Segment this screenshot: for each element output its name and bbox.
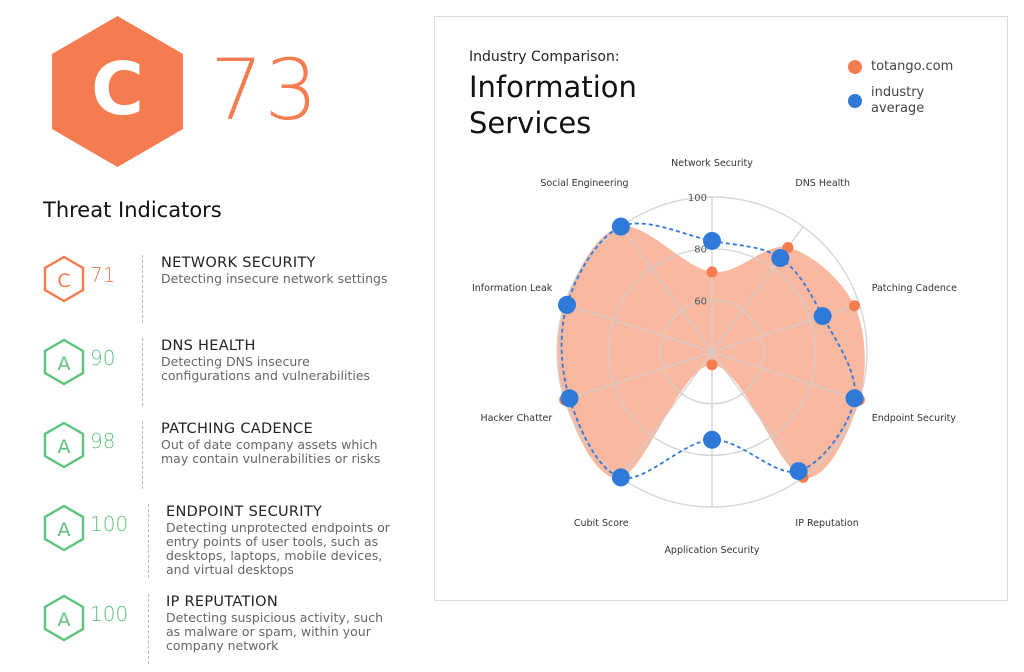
legend-label-line: average (871, 101, 925, 116)
radial-tick-label: 60 (694, 296, 707, 307)
axis-category-label: Endpoint Security (872, 413, 957, 424)
threat-indicator-item: A 90 DNS HEALTH Detecting DNS insecure confi… (43, 338, 403, 416)
threat-indicator-item: A 98 PATCHING CADENCE Out of date company a… (43, 421, 403, 499)
data-point-industry (789, 462, 808, 481)
radar-spoke (620, 226, 713, 353)
indicator-description: Detecting unprotected endpoints or entry … (166, 521, 390, 577)
indicator-divider (142, 421, 143, 489)
comparison-subtitle: Industry Comparison: (469, 49, 620, 65)
radial-tick-label: 80 (694, 245, 707, 256)
axis-category-label: Patching Cadence (872, 283, 957, 294)
radar-spoke (564, 351, 713, 401)
threat-indicator-item: A 100 ENDPOINT SECURITY Detecting unprotect… (43, 504, 403, 582)
grade-hexagon-icon: C (43, 255, 85, 303)
indicator-name: IP REPUTATION (166, 594, 279, 610)
grade-hexagon-icon: A (43, 594, 85, 642)
grade-letter: C (57, 270, 70, 292)
indicator-score: 71 (90, 263, 116, 287)
indicator-description-line: company network (166, 638, 279, 653)
radar-spoke (711, 351, 804, 478)
indicator-description: Detecting DNS insecure configurations and… (161, 355, 370, 383)
grade-letter: A (58, 519, 71, 541)
data-point-totango (706, 266, 718, 278)
data-point-industry (560, 389, 579, 408)
indicator-score: 100 (90, 512, 129, 536)
threat-indicators-title: Threat Indicators (43, 198, 222, 222)
grade-letter: A (58, 353, 71, 375)
indicator-description-line: desktops, laptops, mobile devices, (166, 548, 383, 563)
data-point-totango (849, 300, 860, 312)
axis-category-label: Hacker Chatter (480, 413, 552, 424)
indicator-description-line: Out of date company assets which (161, 437, 378, 452)
data-point-totango (706, 359, 718, 371)
legend-label-line: industry (871, 85, 925, 100)
data-point-industry (771, 249, 790, 267)
data-point-industry (845, 389, 864, 408)
radar-spoke (620, 351, 713, 478)
axis-category-label: Network Security (671, 158, 753, 169)
grade-letter: A (58, 609, 71, 631)
radar-spoke (564, 303, 713, 353)
axis-category-label: Social Engineering (540, 178, 628, 189)
data-point-industry (703, 231, 721, 250)
indicator-name: NETWORK SECURITY (161, 255, 316, 271)
radar-spoke (711, 303, 860, 353)
axis-category-label: IP Reputation (795, 518, 858, 529)
grade-hexagon-icon: A (43, 504, 85, 552)
data-point-industry (558, 295, 576, 314)
overall-grade-badge: C (50, 14, 185, 169)
indicator-description-line: Detecting suspicious activity, such (166, 610, 383, 625)
legend-label-totango: totango.com (871, 59, 954, 74)
indicator-name: ENDPOINT SECURITY (166, 504, 323, 520)
axis-category-label: Application Security (664, 545, 759, 556)
indicator-description-line: and virtual desktops (166, 562, 294, 577)
grade-hexagon-icon: A (43, 338, 85, 386)
comparison-title-line: Services (469, 106, 592, 140)
legend-label-industry: industry average (871, 85, 924, 117)
indicator-description-line: Detecting DNS insecure (161, 354, 310, 369)
comparison-title-line: Information (469, 70, 637, 104)
indicator-description-line: may contain vulnerabilities or risks (161, 451, 381, 466)
axis-category-label: DNS Health (795, 178, 850, 189)
indicator-name: PATCHING CADENCE (161, 421, 313, 437)
data-point-totango (782, 242, 794, 253)
indicator-description-line: configurations and vulnerabilities (161, 368, 371, 383)
indicator-score: 98 (90, 429, 116, 453)
indicator-description: Detecting insecure network settings (161, 272, 388, 286)
indicator-divider (142, 338, 143, 406)
indicator-name: DNS HEALTH (161, 338, 256, 354)
axis-category-label: Information Leak (472, 283, 553, 294)
grade-letter: A (58, 436, 71, 458)
threat-indicator-item: A 100 IP REPUTATION Detecting suspicious ac… (43, 594, 403, 672)
overall-grade-hexagon (52, 16, 183, 167)
indicator-divider (142, 255, 143, 323)
data-point-industry (611, 217, 630, 236)
comparison-title: Information Services (469, 69, 709, 141)
indicator-description: Out of date company assets which may cont… (161, 438, 380, 466)
overall-score: 73 (210, 41, 319, 139)
indicator-description-line: Detecting insecure network settings (161, 271, 388, 286)
indicator-divider (148, 504, 149, 578)
threat-indicator-item: C 71 NETWORK SECURITY Detecting insecure ne… (43, 255, 403, 333)
overall-grade-letter: C (91, 47, 144, 131)
grade-hexagon-icon: A (43, 421, 85, 469)
data-point-industry (703, 430, 721, 449)
indicator-description-line: as malware or spam, within your (166, 624, 371, 639)
legend-dot-totango (848, 60, 862, 74)
radar-spoke (711, 351, 860, 401)
radar-chart: 100 80 60 Network Security DNS Health Patchin… (472, 158, 957, 556)
indicator-description-line: entry points of user tools, such as (166, 534, 379, 549)
data-point-industry (611, 468, 630, 487)
indicator-description-line: Detecting unprotected endpoints or (166, 520, 390, 535)
data-point-industry (813, 307, 832, 326)
axis-category-label: Cubit Score (574, 518, 629, 529)
indicator-divider (148, 594, 149, 664)
indicator-score: 90 (90, 346, 116, 370)
indicator-description: Detecting suspicious activity, such as ma… (166, 611, 383, 653)
legend-dot-industry (848, 94, 862, 108)
industry-comparison-panel: Industry Comparison: Information Service… (434, 16, 1008, 601)
radial-tick-label: 100 (688, 193, 707, 204)
indicator-score: 100 (90, 602, 129, 626)
